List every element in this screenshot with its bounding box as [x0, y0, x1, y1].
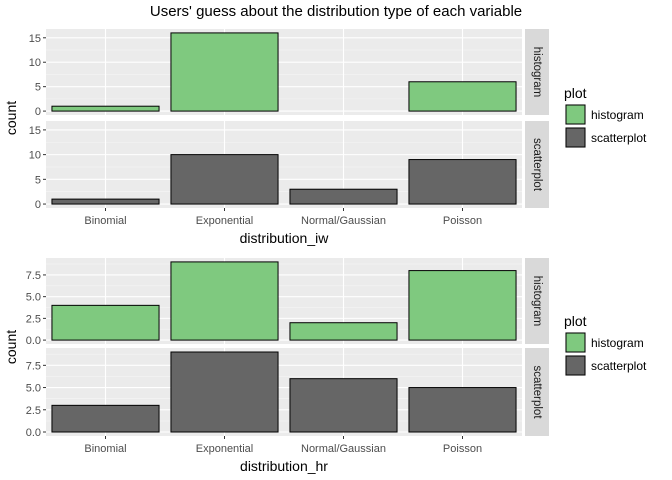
- legend-swatch-scatterplot: [565, 127, 586, 148]
- y-axis-title: count: [3, 101, 19, 135]
- y-tick-label: 2.5: [26, 405, 41, 417]
- legend: plot histogram scatterplot: [564, 85, 647, 148]
- x-tick-label: Poisson: [443, 215, 482, 227]
- x-axis-title: distribution_iw: [240, 230, 330, 246]
- legend-swatch-histogram: [565, 332, 586, 353]
- facet-strip: [525, 258, 549, 344]
- facet-strip: [525, 29, 549, 115]
- x-tick-label: Exponential: [196, 443, 254, 455]
- bar-scatterplot-poisson: [408, 159, 517, 205]
- y-tick-label: 5: [35, 174, 41, 186]
- bar-scatterplot-normal-gaussian: [289, 378, 398, 433]
- y-tick-label: 7.5: [26, 270, 41, 282]
- y-tick-label: 5.0: [26, 292, 41, 304]
- y-tick-label: 15: [29, 125, 41, 137]
- x-tick-label: Normal/Gaussian: [301, 215, 386, 227]
- y-tick-label: 0: [35, 106, 41, 118]
- y-axis-title: count: [3, 330, 19, 364]
- facet-strip-label: histogram: [531, 276, 543, 327]
- bar-scatterplot-exponential: [170, 154, 279, 205]
- y-tick-label: 10: [29, 57, 41, 69]
- y-tick-label: 5: [35, 82, 41, 94]
- bar-scatterplot-binomial: [51, 404, 160, 433]
- y-tick-label: 5.0: [26, 383, 41, 395]
- legend-title: plot: [564, 85, 587, 101]
- y-tick-label: 0.0: [26, 427, 41, 439]
- legend-label-scatterplot: scatterplot: [591, 359, 647, 373]
- bar-histogram-binomial: [51, 304, 160, 341]
- facet-strip-label: histogram: [531, 47, 543, 98]
- bar-scatterplot-binomial: [51, 198, 160, 205]
- y-tick-label: 0: [35, 199, 41, 211]
- x-tick-label: Binomial: [84, 215, 126, 227]
- bar-histogram-normal-gaussian: [289, 322, 398, 341]
- facet-strip-label: scatterplot: [531, 365, 543, 419]
- bar-histogram-exponential: [170, 32, 279, 112]
- y-tick-label: 0.0: [26, 335, 41, 347]
- x-tick-label: Binomial: [84, 443, 126, 455]
- y-tick-label: 2.5: [26, 313, 41, 325]
- chart-title: Users' guess about the distribution type…: [149, 3, 523, 20]
- facet-strip: [525, 348, 549, 436]
- x-tick-label: Poisson: [443, 443, 482, 455]
- chart-1: 0 5 10 15 histogram 0 5 10 15 scatterplot Binomial…: [3, 29, 647, 246]
- legend-title: plot: [564, 313, 587, 329]
- bar-scatterplot-exponential: [170, 351, 279, 433]
- facet-strip: [525, 121, 549, 208]
- facet-strip-label: scatterplot: [531, 138, 543, 192]
- bar-histogram-exponential: [170, 261, 279, 341]
- legend-label-histogram: histogram: [591, 336, 644, 350]
- legend: plot histogram scatterplot: [564, 313, 647, 376]
- x-tick-label: Exponential: [196, 215, 254, 227]
- y-tick-label: 7.5: [26, 360, 41, 372]
- legend-label-histogram: histogram: [591, 108, 644, 122]
- bar-histogram-binomial: [51, 105, 160, 112]
- y-tick-label: 15: [29, 33, 41, 45]
- legend-swatch-scatterplot: [565, 355, 586, 376]
- bar-scatterplot-normal-gaussian: [289, 188, 398, 205]
- y-tick-label: 10: [29, 150, 41, 162]
- bar-histogram-poisson: [408, 270, 517, 341]
- bar-scatterplot-poisson: [408, 387, 517, 433]
- legend-swatch-histogram: [565, 104, 586, 125]
- bar-histogram-poisson: [408, 81, 517, 112]
- chart-2: 0.0 2.5 5.0 7.5 histogram 0.0 2.5 5.0 7.5 scatter…: [3, 258, 647, 474]
- x-tick-label: Normal/Gaussian: [301, 443, 386, 455]
- legend-label-scatterplot: scatterplot: [591, 131, 647, 145]
- x-axis-title: distribution_hr: [240, 458, 328, 474]
